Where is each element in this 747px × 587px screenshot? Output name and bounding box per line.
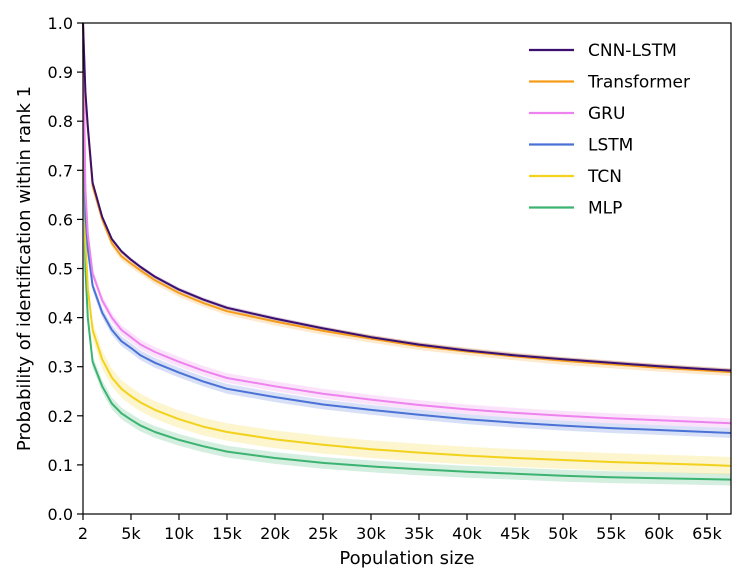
legend-item-tcn: TCN [529, 167, 622, 187]
legend-item-gru: GRU [529, 104, 625, 124]
x-tick-label: 10k [164, 524, 194, 543]
y-tick-label: 0.4 [48, 309, 73, 328]
legend-item-lstm: LSTM [529, 136, 633, 156]
x-axis-title: Population size [339, 548, 474, 569]
x-tick-label: 35k [404, 524, 434, 543]
series-line-tcn [82, 22, 732, 467]
x-tick-label: 25k [308, 524, 338, 543]
legend-item-transformer: Transformer [529, 73, 690, 93]
legend-label: GRU [588, 104, 625, 124]
series-line-mlp [82, 22, 732, 481]
y-tick-label: 0.7 [48, 161, 73, 180]
x-tick-label: 5k [121, 524, 141, 543]
series-lines [82, 22, 732, 481]
y-tick-label: 0.8 [48, 112, 73, 131]
x-tick-label: 50k [548, 524, 578, 543]
series-line-gru [82, 22, 732, 425]
x-tick-label: 20k [260, 524, 290, 543]
y-tick-label: 0.5 [48, 260, 73, 279]
y-tick-label: 1.0 [48, 14, 73, 33]
x-tick-label: 15k [212, 524, 242, 543]
legend-label: LSTM [588, 136, 633, 156]
x-tick-label: 60k [644, 524, 674, 543]
x-tick-label: 30k [356, 524, 386, 543]
legend-item-mlp: MLP [529, 199, 622, 219]
y-axis-title: Probability of identification within ran… [14, 86, 35, 451]
legend-label: MLP [588, 199, 622, 219]
y-tick-label: 0.3 [48, 358, 73, 377]
x-tick-label: 45k [500, 524, 530, 543]
legend-label: Transformer [587, 73, 690, 93]
series-line-cnn-lstm [82, 22, 732, 372]
x-tick-label: 55k [596, 524, 626, 543]
y-axis: 0.0 0.1 0.2 0.3 0.4 0.5 0.6 0.7 0.8 0.9 1.0 [48, 14, 83, 524]
x-tick-label: 40k [452, 524, 482, 543]
legend-item-cnn-lstm: CNN-LSTM [529, 41, 677, 61]
legend: CNN-LSTM Transformer GRU LSTM TCN MLP [529, 41, 690, 219]
y-tick-label: 0.0 [48, 505, 73, 524]
y-tick-label: 0.9 [48, 63, 73, 82]
legend-label: TCN [587, 167, 622, 187]
y-tick-label: 0.2 [48, 407, 73, 426]
series-line-lstm [82, 22, 732, 434]
x-tick-label: 65k [692, 524, 722, 543]
y-tick-label: 0.1 [48, 456, 73, 475]
x-axis: 2 5k 10k 15k 20k 25k 30k 35k 40k 45k 50k 55k 60k 65k [78, 514, 723, 543]
y-tick-label: 0.6 [48, 210, 73, 229]
legend-label: CNN-LSTM [588, 41, 677, 61]
x-tick-label: 2 [78, 524, 88, 543]
